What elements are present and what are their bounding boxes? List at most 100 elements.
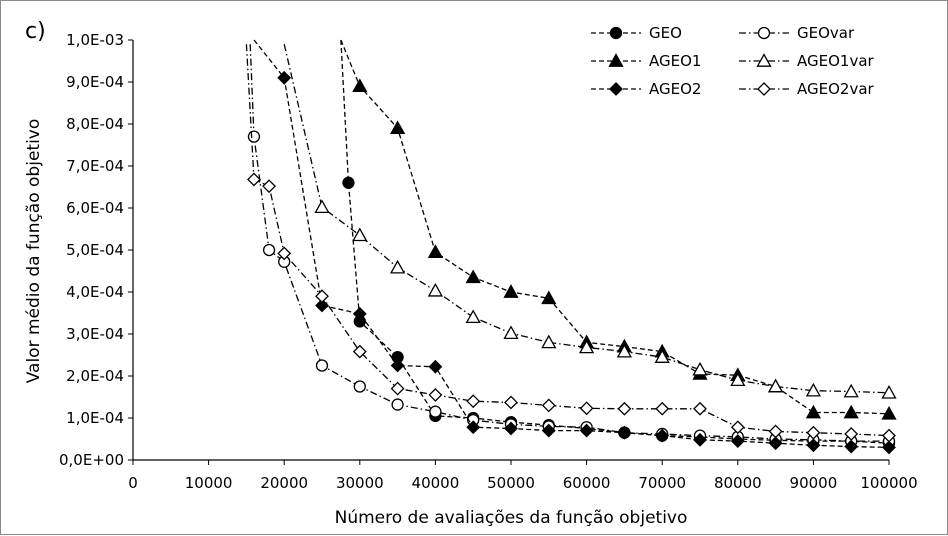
data-point-AGEO2 (844, 439, 859, 454)
axes: 0,0E+00 1,0E-04 2,0E-04 3,0E-04 4,0E-04 5,0E-… (59, 31, 918, 492)
series-line-AGEO1var (283, 44, 890, 394)
legend-marker (608, 53, 624, 67)
x-tick-label: 50000 (487, 474, 535, 492)
y-tick-label: 1,0E-03 (66, 31, 124, 49)
data-point-AGEO2var (504, 395, 518, 410)
data-point-GEOvar (391, 398, 404, 411)
data-point-AGEO2var (655, 401, 670, 416)
data-point-GEOvar (315, 359, 329, 372)
legend-marker (757, 26, 771, 40)
data-point-GEOvar (262, 243, 276, 257)
legend-label: GEOvar (797, 24, 855, 42)
data-point-AGEO2 (315, 298, 329, 313)
x-tick-label: 100000 (860, 474, 917, 492)
y-tick-label: 6,0E-04 (66, 199, 124, 217)
data-point-AGEO1var (616, 343, 633, 358)
data-point-AGEO2 (277, 70, 292, 85)
data-point-GEOvar (247, 130, 261, 143)
data-point-AGEO2var (844, 427, 859, 441)
legend-item-AGEO1var: AGEO1var (739, 52, 875, 70)
data-point-AGEO1 (805, 404, 822, 419)
x-axis-title: Número de avaliações da função objetivo (335, 508, 688, 528)
data-point-AGEO2 (579, 423, 594, 438)
legend-item-GEO: GEO (591, 24, 682, 42)
data-point-AGEO2 (882, 440, 896, 455)
data-point-AGEO2var (579, 401, 594, 416)
y-tick-label: 7,0E-04 (66, 157, 124, 175)
data-point-AGEO2 (655, 428, 670, 443)
data-point-AGEO1 (389, 120, 406, 135)
data-point-GEOvar (353, 380, 366, 393)
y-tick-label: 4,0E-04 (66, 283, 124, 301)
data-point-AGEO1 (465, 269, 481, 284)
plot-area (245, 39, 897, 455)
data-point-AGEO2 (466, 420, 481, 435)
x-tick-label: 80000 (714, 474, 762, 492)
data-point-AGEO2var (617, 401, 632, 416)
legend-item-AGEO2var: AGEO2var (739, 80, 875, 98)
data-point-AGEO2 (806, 438, 821, 453)
legend-marker (609, 82, 623, 96)
data-point-AGEO1var (692, 361, 708, 376)
data-point-AGEO1var (578, 339, 595, 354)
legend-marker (756, 53, 772, 67)
y-axis-title: Valor médio da função objetivo (24, 119, 44, 384)
legend-item-AGEO2: AGEO2 (591, 80, 701, 98)
series-AGEO2var (245, 44, 896, 443)
x-tick-label: 20000 (260, 474, 308, 492)
legend-label: AGEO2 (649, 80, 701, 98)
data-point-AGEO2var (428, 387, 443, 402)
legend-label: AGEO1var (797, 52, 875, 70)
series-AGEO2 (253, 39, 896, 455)
data-point-AGEO2var (806, 425, 821, 440)
legend-marker (609, 26, 623, 40)
data-point-AGEO2var (541, 398, 556, 413)
y-tick-label: 5,0E-04 (66, 241, 124, 259)
data-point-AGEO1var (767, 378, 784, 393)
x-tick-label: 70000 (638, 474, 686, 492)
legend-item-GEOvar: GEOvar (739, 24, 855, 42)
series-line-AGEO2var (245, 44, 890, 437)
data-point-AGEO1 (503, 284, 519, 298)
legend-item-AGEO1: AGEO1 (591, 52, 701, 70)
data-point-AGEO1var (654, 349, 670, 363)
y-tick-label: 0,0E+00 (59, 451, 124, 469)
x-tick-label: 0 (128, 474, 138, 492)
data-point-AGEO2var (390, 381, 405, 396)
data-point-AGEO1 (541, 290, 557, 305)
data-point-AGEO1var (881, 384, 897, 399)
data-point-AGEO2var (262, 179, 276, 194)
legend: GEO GEOvar AGEO1 AGEO1var AGEO2 AGEO2var (591, 24, 875, 98)
y-tick-label: 8,0E-04 (66, 115, 124, 133)
data-point-AGEO1 (843, 404, 859, 419)
y-tick-label: 9,0E-04 (66, 73, 124, 91)
legend-label: AGEO2var (797, 80, 875, 98)
data-point-AGEO2var (882, 428, 896, 443)
data-point-AGEO1var (389, 259, 406, 274)
data-point-AGEO1var (314, 199, 330, 214)
data-point-AGEO1 (881, 405, 897, 420)
data-point-AGEO2 (504, 421, 518, 436)
data-point-AGEO2var (730, 420, 745, 435)
data-point-AGEO2 (390, 358, 405, 373)
series-line-AGEO1 (340, 39, 890, 415)
data-point-AGEO2 (541, 423, 556, 438)
series-AGEO1 (340, 39, 897, 420)
data-point-AGEO2 (768, 436, 783, 451)
series-line-AGEO2 (253, 39, 890, 449)
y-tick-label: 2,0E-04 (66, 367, 124, 385)
data-point-AGEO1var (843, 383, 859, 398)
data-point-AGEO2var (277, 246, 292, 261)
data-point-AGEO1var (541, 334, 557, 349)
data-point-AGEO1var (503, 325, 519, 340)
legend-label: GEO (649, 24, 682, 42)
data-point-AGEO2var (352, 344, 367, 359)
data-point-AGEO2 (428, 359, 443, 374)
x-tick-label: 90000 (790, 474, 838, 492)
panel-label: c) (25, 19, 46, 44)
data-point-AGEO2 (730, 434, 745, 449)
y-tick-label: 3,0E-04 (66, 325, 124, 343)
data-point-GEOvar (429, 405, 442, 418)
legend-label: AGEO1 (649, 52, 701, 70)
